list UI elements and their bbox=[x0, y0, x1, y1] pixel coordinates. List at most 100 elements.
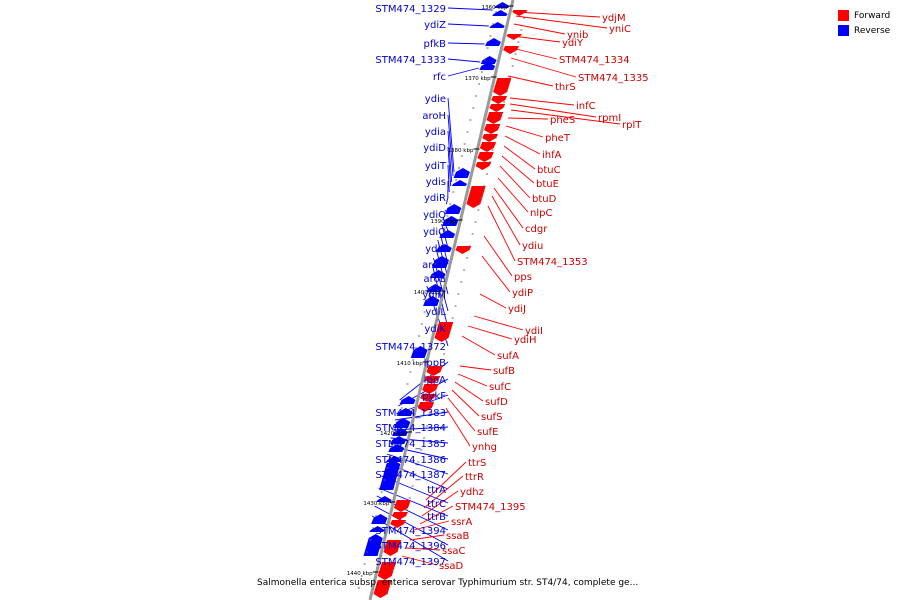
gene-label-ydip[interactable]: ydiP bbox=[512, 288, 533, 299]
gene-label-ynic[interactable]: yniC bbox=[609, 24, 631, 35]
gene-label-ttrb[interactable]: ttrB bbox=[427, 512, 446, 523]
gene-rev-7[interactable] bbox=[453, 168, 470, 178]
gene-label-stm474-1384[interactable]: STM474_1384 bbox=[375, 423, 446, 434]
gene-rev-15[interactable] bbox=[426, 284, 443, 292]
gene-label-stm474-1372[interactable]: STM474_1372 bbox=[375, 342, 446, 353]
gene-rev-23[interactable] bbox=[388, 444, 405, 452]
gene-label-stm474-1353[interactable]: STM474_1353 bbox=[517, 257, 588, 268]
gene-label-ydiq[interactable]: ydiQ bbox=[423, 210, 446, 221]
gene-label-stm474-1334[interactable]: STM474_1334 bbox=[559, 55, 630, 66]
gene-label-ydis[interactable]: ydis bbox=[426, 177, 446, 188]
gene-label-ydik[interactable]: ydiK bbox=[424, 324, 446, 335]
gene-label-pykf[interactable]: pykF bbox=[422, 391, 446, 402]
gene-rev-27[interactable] bbox=[371, 514, 388, 524]
gene-label-stm474-1385[interactable]: STM474_1385 bbox=[375, 439, 446, 450]
gene-label-sufc[interactable]: sufC bbox=[489, 382, 511, 393]
gene-label-btud[interactable]: btuD bbox=[532, 194, 557, 205]
gene-label-ydiy[interactable]: ydiY bbox=[562, 38, 584, 49]
gene-label-arod[interactable]: aroD bbox=[422, 260, 446, 271]
gene-label-sufd[interactable]: sufD bbox=[485, 397, 508, 408]
gene-label-ydif[interactable]: ydiF bbox=[425, 244, 446, 255]
gene-fwd-11[interactable] bbox=[477, 152, 494, 162]
gene-fwd-24[interactable] bbox=[383, 540, 402, 556]
gene-label-ydil[interactable]: ydiL bbox=[425, 307, 446, 318]
gene-label-sufs[interactable]: sufS bbox=[481, 412, 502, 423]
gene-fwd-16[interactable] bbox=[426, 366, 443, 376]
gene-fwd-8[interactable] bbox=[484, 124, 501, 134]
gene-label-ydii[interactable]: ydiI bbox=[525, 326, 543, 337]
gene-label-ydiz[interactable]: ydiZ bbox=[424, 20, 446, 31]
gene-label-btue[interactable]: btuE bbox=[536, 179, 559, 190]
gene-fwd-5[interactable] bbox=[491, 96, 508, 104]
gene-rev-13[interactable] bbox=[432, 256, 449, 268]
gene-rev-24[interactable] bbox=[385, 456, 402, 462]
gene-label-stm474-1335[interactable]: STM474_1335 bbox=[578, 73, 649, 84]
gene-label-ydjm[interactable]: ydjM bbox=[602, 13, 626, 24]
gene-label-stm474-1396[interactable]: STM474_1396 bbox=[375, 541, 446, 552]
gene-label-ydiu[interactable]: ydiu bbox=[522, 241, 543, 252]
gene-fwd-6[interactable] bbox=[489, 104, 506, 112]
gene-label-thrs[interactable]: thrS bbox=[555, 82, 576, 93]
gene-label-phet[interactable]: pheT bbox=[545, 133, 571, 144]
gene-label-pps[interactable]: pps bbox=[514, 272, 532, 283]
gene-label-phes[interactable]: pheS bbox=[550, 115, 575, 126]
gene-rev-16[interactable] bbox=[423, 296, 440, 306]
gene-label-stm474-1397[interactable]: STM474_1397 bbox=[375, 557, 446, 568]
gene-rev-1[interactable] bbox=[494, 2, 510, 8]
gene-label-stm474-1333[interactable]: STM474_1333 bbox=[375, 55, 446, 66]
gene-label-ttrc[interactable]: ttrC bbox=[427, 499, 446, 510]
gene-label-rplt[interactable]: rplT bbox=[622, 120, 642, 131]
gene-fwd-3[interactable] bbox=[503, 46, 520, 54]
gene-fwd-1[interactable] bbox=[512, 10, 528, 16]
gene-label-ydir[interactable]: ydiR bbox=[424, 193, 446, 204]
gene-fwd-12[interactable] bbox=[475, 162, 492, 170]
gene-rev-28[interactable] bbox=[369, 526, 385, 532]
gene-label-nlpc[interactable]: nlpC bbox=[530, 208, 552, 219]
gene-label-ydia[interactable]: ydia bbox=[425, 127, 446, 138]
gene-rev-22[interactable] bbox=[390, 436, 407, 444]
gene-rev-4[interactable] bbox=[485, 38, 501, 46]
gene-label-stm474-1386[interactable]: STM474_1386 bbox=[375, 455, 446, 466]
gene-label-pfkb[interactable]: pfkB bbox=[423, 39, 446, 50]
gene-rev-5[interactable] bbox=[480, 56, 497, 64]
gene-label-ydid[interactable]: ydiD bbox=[423, 143, 446, 154]
gene-rev-19[interactable] bbox=[396, 408, 413, 416]
gene-label-btuc[interactable]: btuC bbox=[537, 165, 561, 176]
gene-rev-17[interactable] bbox=[410, 346, 428, 358]
gene-label-ssab[interactable]: ssaB bbox=[446, 531, 470, 542]
gene-label-cdgr[interactable]: cdgr bbox=[525, 224, 548, 235]
gene-label-ydih[interactable]: ydiH bbox=[514, 335, 537, 346]
gene-label-ydio[interactable]: ydiO bbox=[423, 227, 446, 238]
gene-label-ssac[interactable]: ssaC bbox=[442, 546, 466, 557]
gene-fwd-21[interactable] bbox=[393, 500, 411, 512]
gene-fwd-23[interactable] bbox=[390, 520, 407, 528]
gene-fwd-15[interactable] bbox=[434, 322, 454, 342]
gene-rev-18[interactable] bbox=[399, 396, 416, 404]
gene-fwd-9[interactable] bbox=[482, 134, 499, 142]
gene-rev-9[interactable] bbox=[444, 204, 462, 214]
gene-label-ydie[interactable]: ydie bbox=[425, 94, 446, 105]
gene-rev-10[interactable] bbox=[442, 216, 459, 226]
gene-rev-3[interactable] bbox=[489, 22, 505, 28]
gene-label-rfc[interactable]: rfc bbox=[433, 72, 446, 83]
gene-label-stm474-1387[interactable]: STM474_1387 bbox=[375, 470, 446, 481]
gene-rev-2[interactable] bbox=[492, 10, 508, 16]
gene-fwd-7[interactable] bbox=[486, 112, 504, 124]
gene-label-rpmi[interactable]: rpmI bbox=[598, 113, 621, 124]
gene-label-ynib[interactable]: ynib bbox=[567, 30, 588, 41]
gene-rev-25[interactable] bbox=[379, 460, 401, 490]
gene-label-stm474-1395[interactable]: STM474_1395 bbox=[455, 502, 526, 513]
gene-label-stm474-1394[interactable]: STM474_1394 bbox=[375, 526, 446, 537]
gene-fwd-14[interactable] bbox=[455, 246, 472, 254]
gene-rev-26[interactable] bbox=[376, 496, 392, 502]
gene-fwd-20[interactable] bbox=[417, 402, 435, 412]
gene-label-ttra[interactable]: ttrA bbox=[427, 485, 446, 496]
gene-label-ihfa[interactable]: ihfA bbox=[542, 150, 562, 161]
gene-label-ydit[interactable]: ydiT bbox=[425, 161, 447, 172]
gene-rev-20[interactable] bbox=[393, 418, 411, 428]
gene-fwd-10[interactable] bbox=[479, 142, 497, 152]
gene-label-ydij[interactable]: ydiJ bbox=[508, 304, 526, 315]
gene-fwd-4[interactable] bbox=[493, 78, 512, 96]
gene-label-ssad[interactable]: ssaD bbox=[439, 561, 464, 572]
gene-rev-11[interactable] bbox=[439, 230, 456, 238]
